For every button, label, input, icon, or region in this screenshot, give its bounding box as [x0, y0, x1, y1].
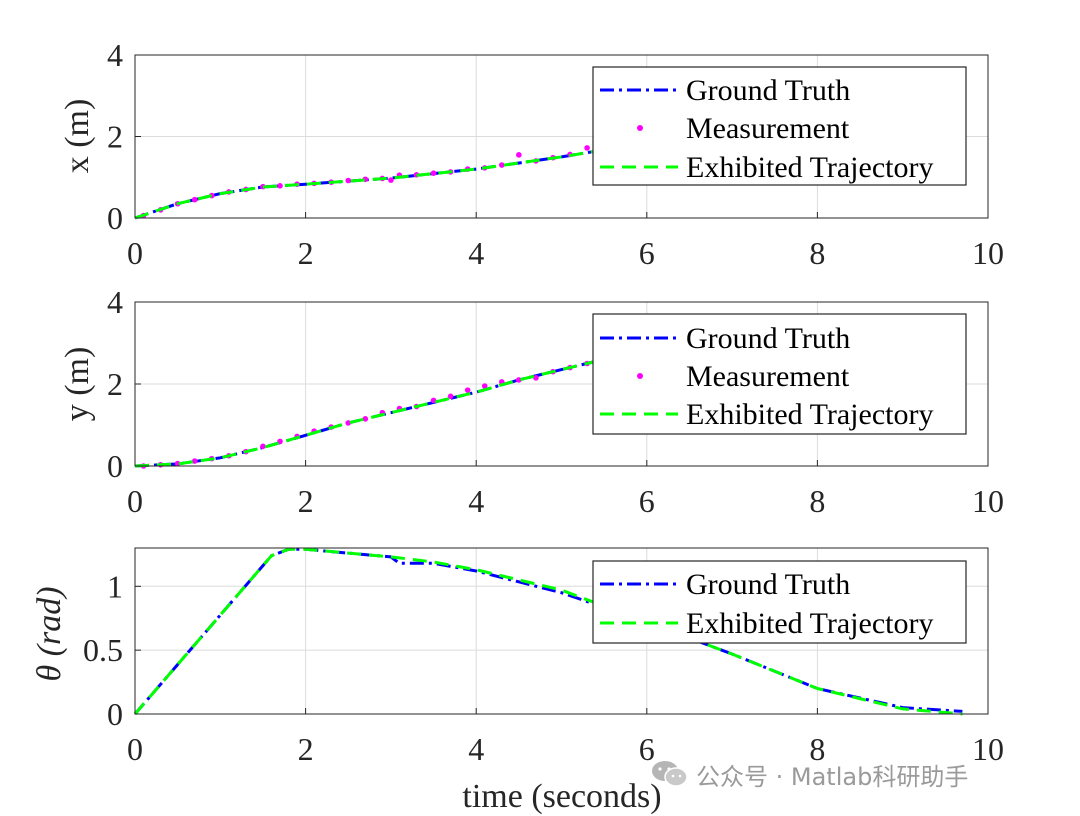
x-plot-ytick-label: 2	[107, 119, 123, 155]
legend-ground-truth-label: Ground Truth	[686, 74, 850, 107]
legend-exhibited-label: Exhibited Trajectory	[686, 607, 933, 640]
theta-plot-ground-truth-line	[133, 547, 963, 715]
y-plot-measurement-point	[533, 375, 539, 381]
theta-plot-xtick-label: 0	[127, 731, 143, 767]
y-plot-measurement-point	[447, 393, 454, 400]
y-plot-measurement-point	[362, 416, 369, 422]
legend-exhibited-label: Exhibited Trajectory	[686, 398, 933, 431]
legend-measurement-swatch	[637, 373, 643, 379]
legend-ground-truth-label: Ground Truth	[686, 568, 850, 601]
y-plot-xtick-label: 10	[972, 483, 1004, 519]
x-axis-label: time (seconds)	[462, 778, 661, 815]
x-plot-xtick-label: 0	[127, 235, 143, 271]
y-plot-xtick-label: 6	[639, 483, 655, 519]
theta-plot-xtick-label: 2	[298, 731, 314, 767]
y-plot-ytick-label: 4	[107, 284, 123, 320]
theta-plot-ytick-label: 0	[107, 696, 123, 732]
x-legend-box	[592, 66, 967, 186]
x-plot-ylabel: x (m)	[59, 99, 96, 174]
x-plot-measurement-point	[191, 196, 198, 203]
watermark-text: 公众号 · Matlab科研助手	[696, 762, 969, 791]
x-plot-legend: Ground Truth Measurement Exhibited Traje…	[592, 66, 967, 186]
x-plot-ticks: 0 2 4 6 8 10 0 2 4	[107, 37, 1004, 271]
x-plot-series	[134, 66, 940, 220]
x-plot-measurement-point	[388, 177, 394, 183]
x-plot-measurement-point	[516, 152, 522, 158]
theta-plot: 0 2 4 6 8 10 0 0.5 1 θ (rad) Ground Truth Exhibi…	[31, 547, 1004, 815]
watermark: 公众号 · Matlab科研助手	[650, 756, 968, 792]
y-plot-frame-border	[134, 301, 989, 467]
theta-legend-box	[592, 560, 967, 644]
y-plot-measurement-point	[174, 460, 181, 467]
x-plot-ytick-label: 0	[107, 200, 123, 236]
theta-plot-xtick-label: 8	[809, 731, 825, 767]
x-plot-exhibited-trajectory-line	[134, 149, 596, 220]
y-plot-xtick-label: 4	[468, 483, 484, 519]
theta-plot-ticks: 0 2 4 6 8 10 0 0.5 1	[83, 547, 1004, 767]
theta-plot-series	[133, 547, 963, 716]
x-plot-ytick-label: 4	[107, 37, 123, 73]
x-plot-xtick-label: 8	[809, 235, 825, 271]
theta-plot-ytick-label: 1	[107, 568, 123, 604]
y-plot-measurement-point	[191, 458, 198, 464]
x-plot-measurement-point	[498, 162, 505, 168]
x-plot-xtick-label: 6	[639, 235, 655, 271]
y-plot-xtick-label: 8	[809, 483, 825, 519]
theta-plot-exhibited-trajectory-line	[133, 547, 963, 716]
x-plot-measurement-point	[277, 183, 283, 189]
y-plot-measurement-point	[464, 387, 471, 393]
y-plot-ytick-label: 2	[107, 366, 123, 402]
x-plot-xtick-label: 10	[972, 235, 1004, 271]
theta-plot-frame-border	[134, 547, 989, 715]
theta-plot-xtick-label: 4	[468, 731, 484, 767]
y-plot-measurement-point	[430, 397, 437, 404]
theta-plot-legend: Ground Truth Exhibited Trajectory	[592, 560, 967, 644]
y-plot-series	[134, 313, 923, 469]
y-plot-measurement-point	[481, 383, 488, 389]
y-plot-ytick-label: 0	[107, 448, 123, 484]
y-plot-measurement-point	[277, 438, 283, 445]
theta-plot-ytick-label: 0.5	[83, 632, 123, 668]
y-plot-xtick-label: 2	[298, 483, 314, 519]
theta-plot-xtick-label: 10	[972, 731, 1004, 767]
y-position-plot: 0 2 4 6 8 10 0 2 4 y (m) Ground Truth Measuremen…	[59, 284, 1004, 519]
wechat-icon	[652, 761, 688, 787]
y-plot-ylabel: y (m)	[59, 347, 96, 422]
y-plot-ticks: 0 2 4 6 8 10 0 2 4	[107, 284, 1004, 519]
y-plot-exhibited-trajectory-line	[134, 359, 596, 468]
legend-measurement-swatch	[637, 125, 643, 131]
theta-plot-ylabel: θ (rad)	[31, 586, 68, 681]
y-plot-legend: Ground Truth Measurement Exhibited Traje…	[592, 313, 967, 435]
x-plot-measurement-point	[430, 170, 437, 176]
legend-measurement-label: Measurement	[686, 360, 850, 393]
y-plot-xtick-label: 0	[127, 483, 143, 519]
x-plot-frame-border	[134, 54, 989, 219]
x-plot-xtick-label: 4	[468, 235, 484, 271]
y-plot-measurement-point	[260, 443, 266, 450]
legend-measurement-label: Measurement	[686, 112, 850, 145]
legend-exhibited-label: Exhibited Trajectory	[686, 151, 933, 184]
theta-plot-xtick-label: 6	[639, 731, 655, 767]
x-plot-measurement-point	[584, 145, 590, 151]
x-plot-ground-truth-line	[134, 149, 596, 220]
x-plot-measurement-point	[345, 177, 352, 184]
x-plot-xtick-label: 2	[298, 235, 314, 271]
x-position-plot: 0 2 4 6 8 10 0 2 4 x (m) Ground Truth Measuremen…	[59, 37, 1004, 271]
legend-ground-truth-label: Ground Truth	[686, 322, 850, 355]
